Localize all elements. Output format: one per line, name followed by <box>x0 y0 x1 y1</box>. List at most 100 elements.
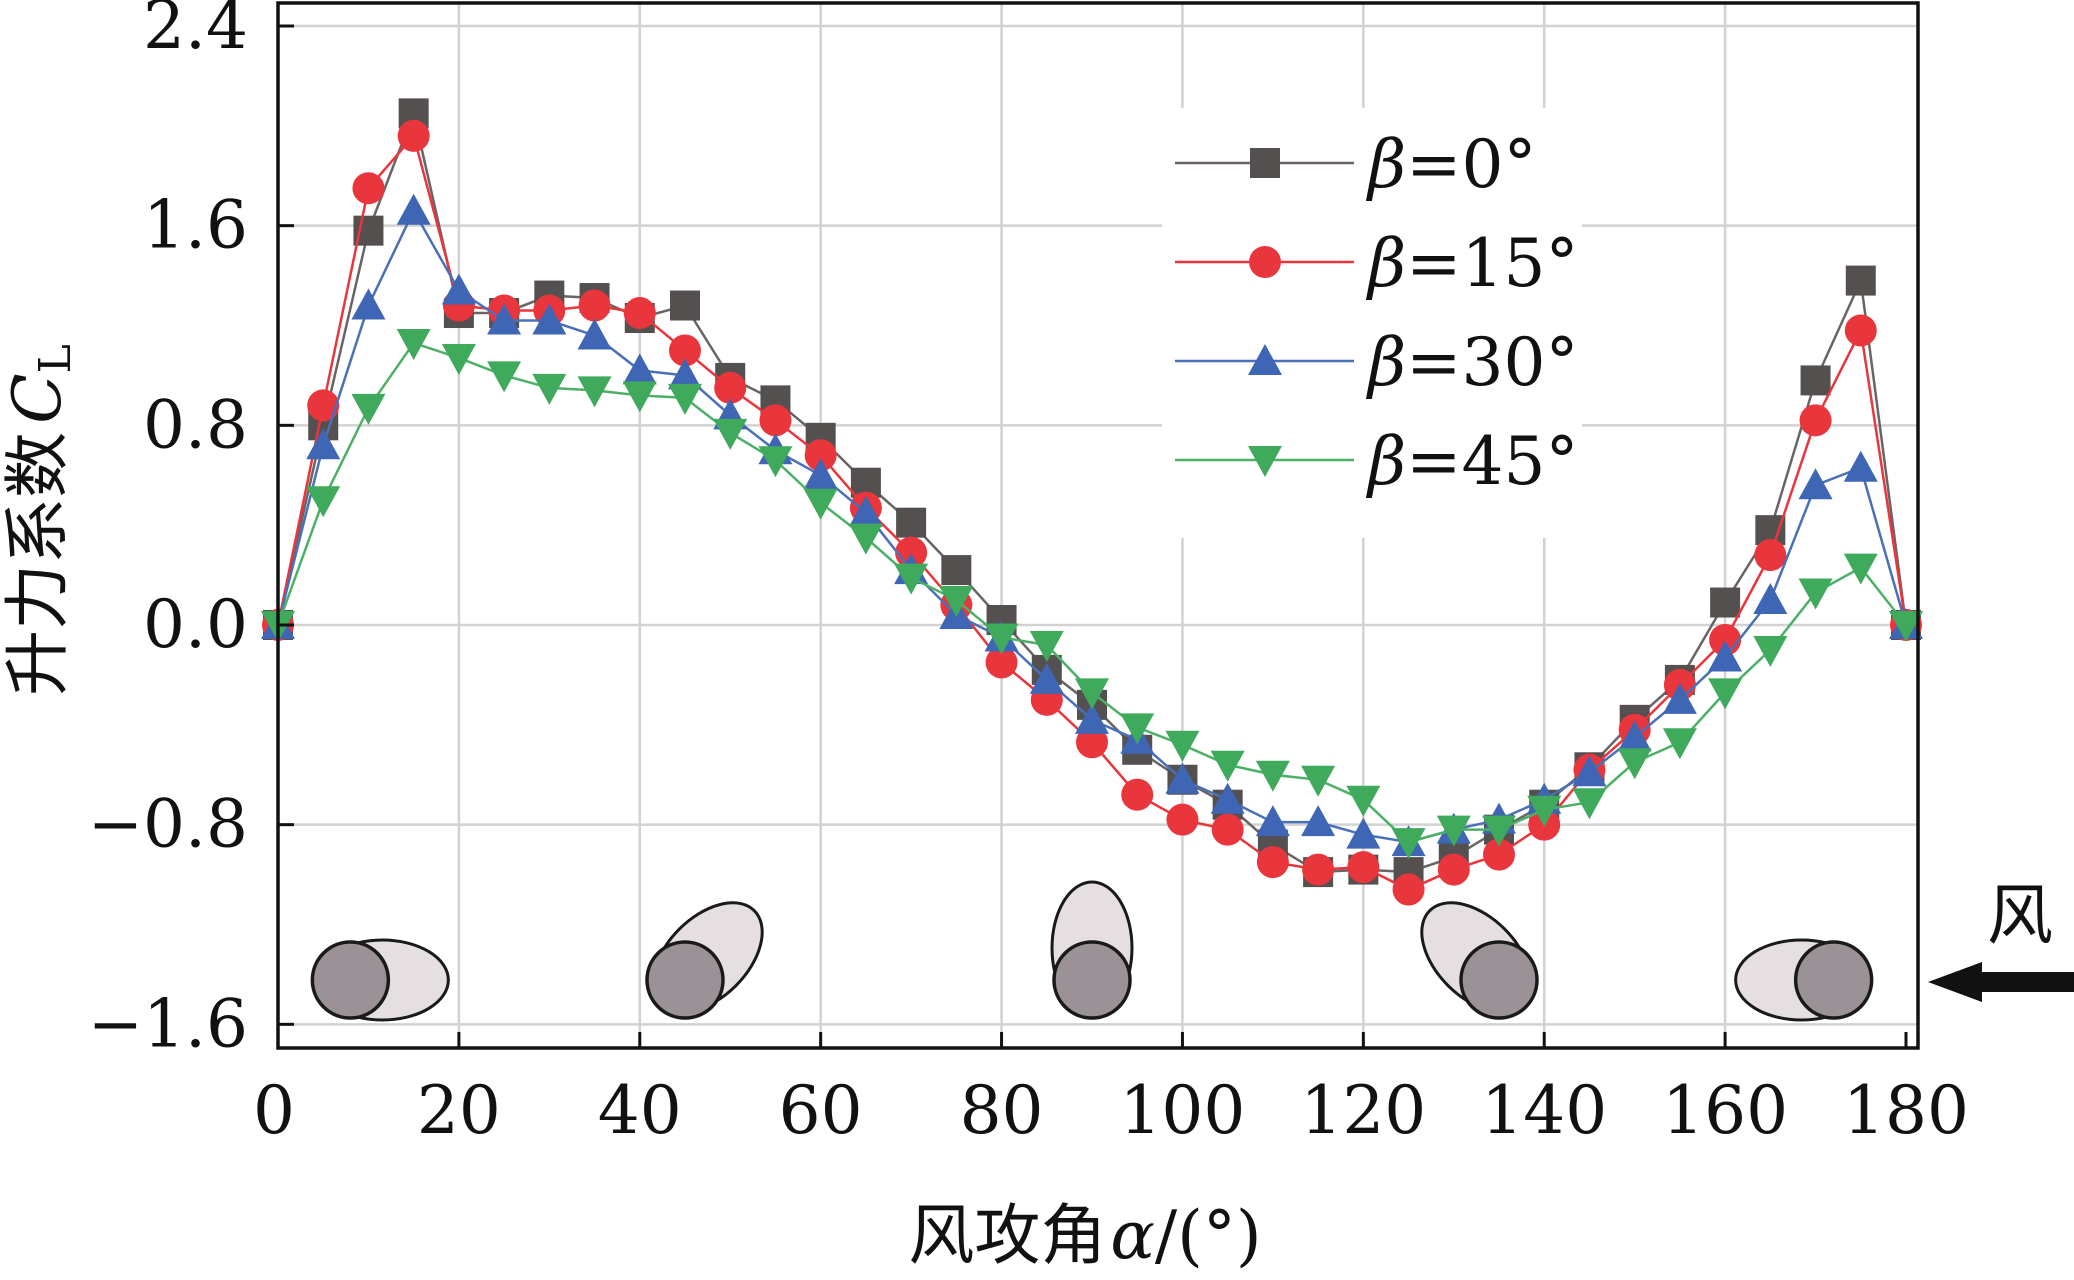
x-tick-label: 180 <box>1843 1072 1969 1149</box>
y-tick-label: 2.4 <box>143 0 248 64</box>
data-point <box>803 488 838 520</box>
data-point <box>441 273 476 305</box>
data-point <box>307 389 340 422</box>
data-point <box>1708 678 1743 710</box>
data-point <box>578 289 611 322</box>
x-tick-label: 80 <box>960 1072 1044 1149</box>
data-point <box>351 288 386 320</box>
data-point <box>577 376 612 408</box>
data-point <box>1121 778 1154 811</box>
data-point <box>1166 803 1199 836</box>
data-point <box>1889 611 1923 642</box>
section-group <box>1420 901 1539 1020</box>
data-point <box>1662 682 1697 714</box>
data-point <box>487 303 522 335</box>
data-point <box>1753 583 1788 615</box>
x-tick-label: 160 <box>1662 1072 1788 1149</box>
legend-marker <box>1249 246 1281 278</box>
data-point <box>1210 750 1245 782</box>
data-point <box>1662 728 1697 760</box>
data-point <box>441 343 476 375</box>
data-point <box>670 290 700 321</box>
data-point <box>803 458 838 490</box>
data-point <box>1076 726 1108 759</box>
series-0 <box>263 98 1921 888</box>
section-group <box>1734 938 1874 1022</box>
data-point <box>939 586 974 618</box>
data-point <box>622 381 657 413</box>
data-point <box>396 193 431 225</box>
section-group <box>645 901 764 1020</box>
data-point <box>1436 815 1471 847</box>
series-3 <box>261 328 1923 860</box>
data-point <box>1029 662 1064 694</box>
data-point <box>984 623 1019 655</box>
section-group <box>310 938 450 1022</box>
data-point <box>1798 468 1833 500</box>
x-axis-title: 风攻角α/(°) <box>908 1197 1261 1274</box>
section-group <box>1050 880 1134 1020</box>
data-point <box>1120 713 1155 745</box>
data-point <box>1165 730 1200 762</box>
data-point <box>1346 785 1381 817</box>
data-point <box>1346 817 1381 849</box>
data-point <box>532 373 567 405</box>
cross-section-shapes <box>310 880 1874 1022</box>
x-tick-label: 0 <box>253 1072 295 1149</box>
y-tick-label: 0.0 <box>143 586 248 663</box>
data-point <box>1255 760 1290 792</box>
legend-label: β=0° <box>1365 126 1536 203</box>
data-point <box>1708 640 1743 672</box>
data-point <box>1843 450 1878 482</box>
legend-marker <box>1248 446 1282 477</box>
plot-frame <box>276 1 1920 1050</box>
data-point <box>1302 853 1335 886</box>
series-line <box>276 341 1907 844</box>
data-point <box>1165 762 1200 794</box>
legend-item: β=30° <box>1175 324 1578 401</box>
wind-label: 风 <box>1987 877 2053 954</box>
data-point <box>487 361 522 393</box>
y-tick-label: −1.6 <box>88 985 248 1062</box>
legend-item: β=15° <box>1175 225 1578 302</box>
cross-section-135 <box>1420 901 1539 1020</box>
data-point <box>1210 782 1245 814</box>
y-tick-label: 0.8 <box>143 386 248 463</box>
legend-marker <box>1248 344 1282 375</box>
x-tick-label: 140 <box>1481 1072 1607 1149</box>
section-core-circle <box>1793 940 1874 1020</box>
data-point <box>1754 539 1787 572</box>
data-point <box>1075 702 1109 734</box>
x-tick-label: 120 <box>1300 1072 1426 1149</box>
legend-item: β=45° <box>1175 423 1578 500</box>
data-point <box>306 486 341 518</box>
data-point <box>668 358 702 390</box>
cross-section-0 <box>310 938 450 1022</box>
series-line <box>276 133 1908 891</box>
data-point <box>1301 765 1336 797</box>
data-point <box>1256 846 1289 879</box>
data-point <box>669 334 701 367</box>
data-point <box>1301 805 1336 837</box>
x-tick-label: 100 <box>1119 1072 1245 1149</box>
data-point <box>759 404 792 437</box>
y-tick-label: −0.8 <box>88 786 248 863</box>
data-point <box>1798 578 1833 610</box>
x-tick-label: 20 <box>417 1072 501 1149</box>
data-point <box>1483 838 1515 871</box>
data-point <box>397 119 430 152</box>
data-point <box>1844 314 1877 347</box>
data-point <box>668 383 702 415</box>
data-point <box>306 428 341 460</box>
cross-section-90 <box>1050 880 1134 1020</box>
data-point <box>1482 815 1516 847</box>
data-point <box>1845 265 1876 296</box>
data-point <box>1843 553 1878 585</box>
data-point <box>1617 748 1652 780</box>
plot-border <box>276 1 1920 1050</box>
data-series <box>261 98 1923 906</box>
legend-item: β=0° <box>1175 126 1536 203</box>
data-point <box>1391 828 1426 860</box>
y-axis-title: 升力系数CL <box>0 344 81 696</box>
